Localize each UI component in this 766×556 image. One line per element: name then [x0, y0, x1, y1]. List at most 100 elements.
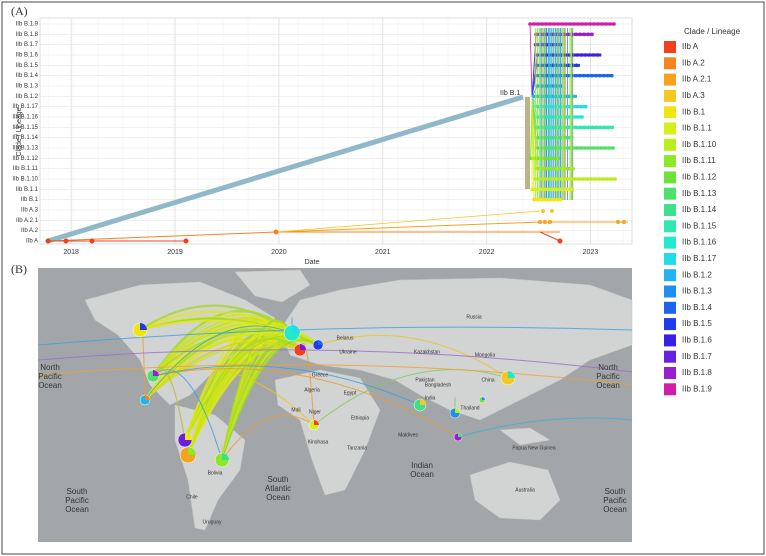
- ocean-label: Ocean: [266, 493, 290, 502]
- tip: [577, 177, 581, 181]
- tip: [582, 73, 586, 78]
- tip: [575, 146, 579, 150]
- tip: [556, 135, 560, 140]
- root-label: IIb B.1: [500, 90, 520, 97]
- tip: [590, 125, 595, 130]
- location-slice: [153, 370, 159, 376]
- transmission-arc: [152, 368, 459, 438]
- tip: [528, 156, 533, 161]
- place-label: Mongolia: [475, 352, 496, 358]
- tip: [582, 32, 586, 37]
- legend-swatch: [664, 57, 676, 70]
- transmission-arc: [184, 328, 319, 441]
- root-stem: [525, 97, 530, 189]
- transmission-arc: [152, 365, 421, 406]
- tip: [552, 135, 556, 140]
- africa: [274, 369, 381, 496]
- legend-label: IIb B.1.10: [682, 140, 717, 149]
- ocean-label: Pacific: [603, 496, 627, 505]
- y-tick-label: IIb B.1.5: [16, 63, 39, 69]
- tip: [555, 104, 560, 109]
- tip: [532, 197, 536, 202]
- branch: [275, 221, 541, 233]
- tip: [603, 146, 607, 150]
- tip: [564, 22, 568, 26]
- tip: [273, 229, 279, 235]
- location-slice: [508, 371, 515, 378]
- place-label: Belarus: [337, 335, 354, 341]
- transmission-arc: [221, 415, 315, 461]
- y-tick-label: IIb A.2: [21, 228, 39, 234]
- location-slice: [420, 399, 426, 405]
- tip: [573, 177, 577, 181]
- tip: [589, 177, 593, 181]
- transmission-arc: [221, 319, 293, 461]
- x-axis-label: Date: [305, 259, 320, 266]
- tip: [549, 42, 554, 47]
- tip: [530, 187, 534, 192]
- x-tick-label: 2023: [583, 249, 599, 256]
- tip: [579, 104, 584, 109]
- location-slice: [455, 408, 460, 413]
- x-tick-label: 2020: [271, 249, 287, 256]
- location-slice: [292, 325, 300, 333]
- tip: [593, 177, 597, 181]
- tip: [555, 94, 560, 99]
- panel-label: (A): [11, 4, 28, 18]
- tip: [594, 73, 598, 78]
- y-tick-label: IIb B.1.3: [16, 84, 39, 90]
- transmission-arc: [152, 319, 293, 377]
- legend-swatch: [664, 350, 676, 363]
- tip: [592, 22, 596, 26]
- place-label: Pakistan: [415, 377, 434, 383]
- tip: [570, 187, 574, 192]
- ocean-label: South: [67, 487, 88, 496]
- tip: [586, 125, 591, 130]
- tip: [89, 238, 95, 244]
- branch: [275, 210, 541, 233]
- legend-title: Clade / Lineage: [684, 27, 741, 36]
- ocean-label: Pacific: [65, 496, 89, 505]
- x-tick-label: 2021: [375, 249, 391, 256]
- tip: [567, 94, 572, 99]
- ocean-label: Ocean: [596, 381, 620, 390]
- legend-swatch: [664, 334, 676, 347]
- legend-swatch: [664, 122, 676, 135]
- legend-swatch: [664, 236, 676, 249]
- tip: [606, 125, 611, 130]
- tip: [550, 125, 555, 130]
- tip: [622, 220, 626, 224]
- tip: [541, 177, 545, 181]
- y-tick-label: IIb B.1.7: [16, 42, 39, 48]
- location-slice: [145, 395, 150, 400]
- tip: [543, 220, 547, 224]
- y-tick-label: IIb A.3: [21, 208, 39, 214]
- legend-label: IIb B.1.1: [682, 124, 712, 133]
- tip: [578, 32, 582, 37]
- tip: [566, 125, 571, 130]
- legend-swatch: [664, 204, 676, 216]
- legend: Clade / Lineage IIb A IIb A.2 IIb A.2.1 IIb…: [664, 27, 741, 396]
- y-tick-label: IIb B.1.15: [12, 125, 38, 131]
- tip: [545, 177, 549, 181]
- legend-swatch: [664, 89, 676, 102]
- legend-label: IIb A.2.1: [682, 75, 712, 84]
- location-slice: [314, 420, 319, 425]
- legend-label: IIb A.2: [682, 58, 705, 67]
- tip: [566, 63, 571, 68]
- tip: [552, 197, 556, 202]
- tip: [558, 187, 562, 192]
- ocean-label: South: [268, 475, 289, 484]
- tip: [553, 177, 557, 181]
- place-label: Ethiopia: [351, 415, 369, 421]
- tip: [568, 22, 572, 26]
- y-tick-label: IIb B.1.4: [16, 73, 39, 79]
- legend-swatch: [664, 383, 676, 396]
- tip: [579, 146, 583, 150]
- tip: [609, 177, 613, 181]
- place-label: Bolivia: [208, 470, 223, 476]
- tip: [571, 104, 576, 109]
- tip: [613, 177, 617, 181]
- tip: [580, 22, 584, 26]
